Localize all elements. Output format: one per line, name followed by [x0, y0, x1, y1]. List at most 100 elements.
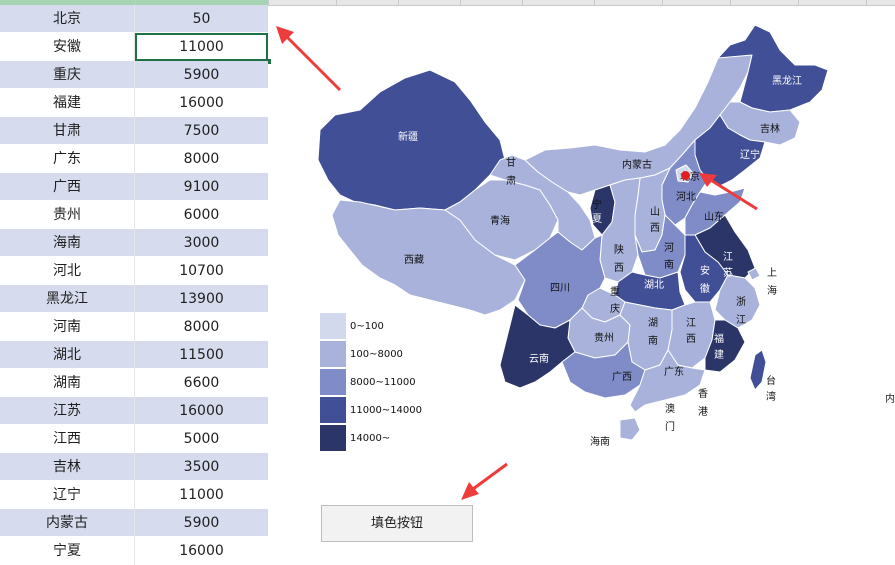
table-row: 湖南 6600: [0, 369, 268, 397]
label-taiwan-1: 台: [766, 374, 776, 387]
province-xizang[interactable]: [331, 199, 526, 316]
province-cell[interactable]: 湖北: [0, 341, 135, 369]
province-fujian[interactable]: [704, 319, 746, 373]
province-cell[interactable]: 广西: [0, 173, 135, 201]
label-aomen-1: 澳: [665, 402, 675, 415]
beijing-marker: [681, 171, 690, 180]
value-cell[interactable]: 8000: [183, 319, 220, 335]
label-shanghai-2: 海: [767, 284, 777, 297]
label-fujian-2: 建: [714, 348, 724, 361]
label-hubei: 湖北: [644, 279, 664, 291]
label-ningxia-1: 宁: [592, 198, 602, 211]
column-header-strip: [0, 0, 895, 6]
value-cell[interactable]: 16000: [179, 543, 224, 559]
label-chongqing-1: 重: [610, 285, 620, 298]
province-cell[interactable]: 福建: [0, 89, 135, 117]
value-cell[interactable]: 8000: [183, 151, 220, 167]
province-heilongjiang[interactable]: [717, 24, 829, 113]
province-shanghai[interactable]: [747, 267, 761, 281]
label-yunnan: 云南: [529, 352, 549, 365]
label-hebei: 河北: [676, 191, 696, 203]
province-hainan[interactable]: [619, 417, 641, 441]
label-shanghai-1: 上: [767, 267, 777, 279]
province-cell[interactable]: 贵州: [0, 201, 135, 229]
value-cell[interactable]: 3000: [183, 235, 220, 251]
value-cell[interactable]: 10700: [179, 263, 224, 279]
label-henan-1: 河: [664, 242, 674, 254]
legend-swatch: [320, 425, 346, 451]
province-cell[interactable]: 辽宁: [0, 481, 135, 509]
label-gansu-2: 肃: [506, 175, 516, 187]
data-sheet: 北京 50 安徽 11000 重庆 5900 福建 16000 甘肃 7500 广东 8000 广西 91…: [0, 5, 271, 565]
province-taiwan[interactable]: [749, 349, 767, 391]
table-row: 河北 10700: [0, 257, 268, 285]
column-divider: [398, 0, 399, 5]
table-row: 广东 8000: [0, 145, 268, 173]
legend-label: 14000~: [350, 432, 391, 444]
province-cell[interactable]: 北京: [0, 5, 135, 33]
legend-label: 0~100: [350, 320, 384, 332]
province-cell[interactable]: 甘肃: [0, 117, 135, 145]
legend-item: 8000~11000: [320, 368, 422, 396]
value-cell[interactable]: 7500: [183, 123, 220, 139]
label-anhui-2: 徽: [700, 282, 710, 295]
value-cell[interactable]: 11500: [179, 347, 224, 363]
legend-swatch: [320, 397, 346, 423]
label-shaanxi-2: 西: [614, 263, 624, 274]
value-cell[interactable]: 6000: [183, 207, 220, 223]
province-cell[interactable]: 海南: [0, 229, 135, 257]
label-qinghai: 青海: [490, 214, 510, 227]
table-row: 安徽 11000: [0, 33, 271, 64]
province-cell[interactable]: 湖南: [0, 369, 135, 397]
value-cell[interactable]: 50: [192, 11, 211, 27]
table-row: 湖北 11500: [0, 341, 268, 369]
label-guangxi: 广西: [612, 371, 632, 383]
table-row: 海南 3000: [0, 229, 268, 257]
province-cell[interactable]: 内蒙古: [0, 509, 135, 537]
province-cell[interactable]: 江西: [0, 425, 135, 453]
province-cell[interactable]: 河南: [0, 313, 135, 341]
label-liaoning: 辽宁: [740, 148, 760, 161]
label-jilin: 吉林: [760, 122, 780, 135]
province-cell[interactable]: 吉林: [0, 453, 135, 481]
label-gansu-1: 甘: [506, 156, 516, 169]
province-cell[interactable]: 江苏: [0, 397, 135, 425]
value-cell[interactable]: 3500: [183, 459, 220, 475]
label-hunan-2: 南: [648, 334, 658, 347]
table-row: 内蒙古 5900: [0, 509, 268, 537]
value-cell[interactable]: 13900: [179, 291, 224, 307]
annotation-arrow-sheet: [276, 26, 342, 92]
province-cell[interactable]: 安徽: [0, 33, 135, 61]
province-cell[interactable]: 宁夏: [0, 537, 135, 565]
legend-item: 0~100: [320, 312, 422, 340]
province-cell[interactable]: 河北: [0, 257, 135, 285]
label-ningxia-2: 夏: [592, 213, 602, 225]
legend-label: 100~8000: [350, 348, 403, 360]
province-cell[interactable]: 重庆: [0, 61, 135, 89]
table-row: 甘肃 7500: [0, 117, 268, 145]
edge-text: 内: [885, 394, 895, 405]
table-row: 福建 16000: [0, 89, 268, 117]
province-zhejiang[interactable]: [714, 274, 761, 329]
label-heilongjiang: 黑龙江: [772, 74, 802, 87]
table-row: 江西 5000: [0, 425, 268, 453]
value-cell[interactable]: 5900: [183, 515, 220, 531]
province-cell[interactable]: 黑龙江: [0, 285, 135, 313]
fill-color-button[interactable]: 填色按钮: [321, 505, 473, 542]
column-divider: [460, 0, 461, 5]
province-cell[interactable]: 广东: [0, 145, 135, 173]
value-cell[interactable]: 5000: [183, 431, 220, 447]
value-cell[interactable]: 6600: [183, 375, 220, 391]
province-guangdong[interactable]: [629, 349, 706, 413]
province-shaanxi[interactable]: [599, 177, 641, 283]
value-cell[interactable]: 11000: [135, 33, 271, 64]
province-yunnan[interactable]: [499, 304, 576, 389]
value-cell[interactable]: 9100: [183, 179, 220, 195]
value-cell[interactable]: 11000: [179, 487, 224, 503]
label-xianggang-1: 香: [698, 388, 708, 400]
annotation-arrow-beijing: [699, 173, 758, 211]
value-cell[interactable]: 5900: [183, 67, 220, 83]
table-row: 广西 9100: [0, 173, 268, 201]
value-cell[interactable]: 16000: [179, 95, 224, 111]
value-cell[interactable]: 16000: [179, 403, 224, 419]
